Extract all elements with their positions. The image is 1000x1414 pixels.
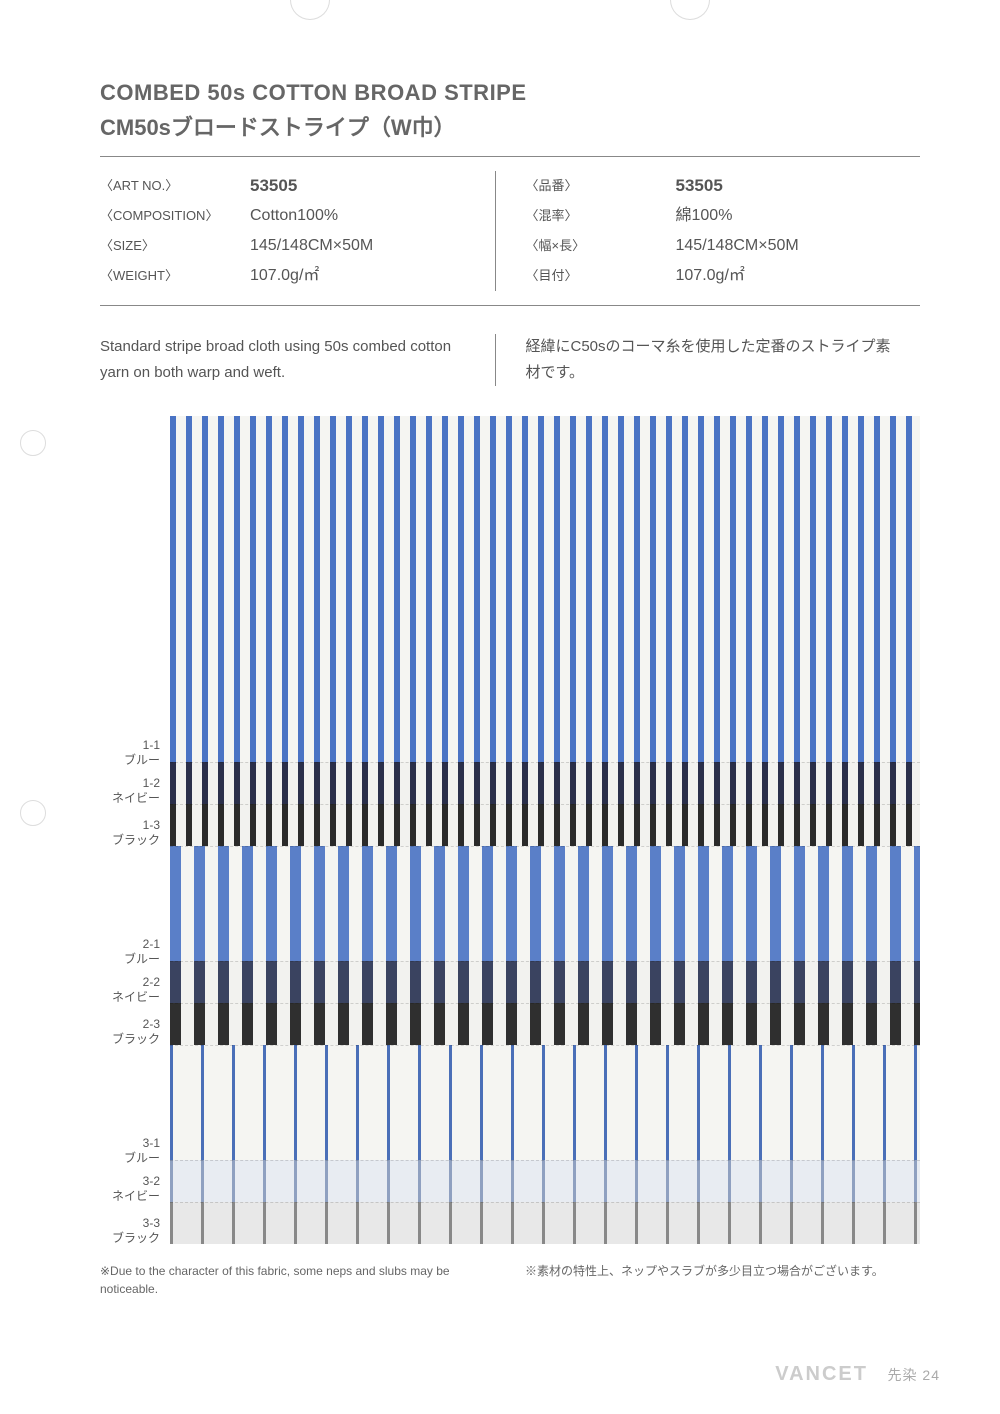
spec-value: 53505 bbox=[250, 171, 297, 201]
swatches-container: 1-1ブルー1-2ネイビー1-3ブラック2-1ブルー2-2ネイビー2-3ブラック… bbox=[170, 416, 920, 1244]
divider bbox=[100, 305, 920, 306]
spec-value: 107.0g/㎡ bbox=[676, 261, 745, 291]
swatch-color-name: ブルー bbox=[124, 753, 160, 768]
ring-hole bbox=[20, 430, 46, 456]
swatch-code: 1-2 bbox=[112, 776, 160, 791]
swatch-code: 2-2 bbox=[112, 975, 160, 990]
swatch-label: 1-2ネイビー bbox=[112, 776, 160, 806]
swatch-row bbox=[170, 762, 920, 804]
swatch-stack bbox=[170, 416, 920, 1244]
spec-label: 〈品番〉 bbox=[526, 171, 676, 201]
spec-row: 〈ART NO.〉 53505 bbox=[100, 171, 475, 201]
swatch-row bbox=[170, 846, 920, 961]
spec-label: 〈幅×長〉 bbox=[526, 231, 676, 261]
footnote-row: ※Due to the character of this fabric, so… bbox=[100, 1262, 920, 1298]
swatch-color-name: ブラック bbox=[112, 1231, 160, 1246]
spec-value: 綿100% bbox=[676, 201, 733, 231]
spec-row: 〈WEIGHT〉 107.0g/㎡ bbox=[100, 261, 475, 291]
spec-value: 107.0g/㎡ bbox=[250, 261, 319, 291]
swatch-row bbox=[170, 804, 920, 846]
swatch-color-name: ブルー bbox=[124, 1151, 160, 1166]
spec-row: 〈幅×長〉 145/148CM×50M bbox=[526, 231, 901, 261]
spec-row: 〈目付〉 107.0g/㎡ bbox=[526, 261, 901, 291]
swatch-color-name: ブラック bbox=[112, 833, 160, 848]
swatch-row bbox=[170, 1045, 920, 1160]
spec-row: 〈混率〉 綿100% bbox=[526, 201, 901, 231]
spec-column-english: 〈ART NO.〉 53505 〈COMPOSITION〉 Cotton100%… bbox=[100, 171, 495, 291]
spec-value: 53505 bbox=[676, 171, 723, 201]
spec-value: 145/148CM×50M bbox=[250, 231, 373, 261]
swatch-label: 2-1ブルー bbox=[124, 937, 160, 967]
swatch-label: 1-3ブラック bbox=[112, 818, 160, 848]
swatch-color-name: ブラック bbox=[112, 1032, 160, 1047]
spec-table: 〈ART NO.〉 53505 〈COMPOSITION〉 Cotton100%… bbox=[100, 171, 920, 291]
spec-column-japanese: 〈品番〉 53505 〈混率〉 綿100% 〈幅×長〉 145/148CM×50… bbox=[495, 171, 921, 291]
title-english: COMBED 50s COTTON BROAD STRIPE bbox=[100, 80, 920, 106]
swatch-code: 2-1 bbox=[124, 937, 160, 952]
page-number: 先染 24 bbox=[888, 1367, 940, 1383]
spec-row: 〈COMPOSITION〉 Cotton100% bbox=[100, 201, 475, 231]
swatch-label: 3-3ブラック bbox=[112, 1216, 160, 1246]
swatch-label: 3-2ネイビー bbox=[112, 1174, 160, 1204]
swatch-color-name: ブルー bbox=[124, 952, 160, 967]
swatch-label: 2-3ブラック bbox=[112, 1017, 160, 1047]
swatch-code: 2-3 bbox=[112, 1017, 160, 1032]
title-block: COMBED 50s COTTON BROAD STRIPE CM50sブロード… bbox=[100, 80, 920, 142]
spec-label: 〈COMPOSITION〉 bbox=[100, 201, 250, 231]
swatch-label: 1-1ブルー bbox=[124, 738, 160, 768]
footnote-english: ※Due to the character of this fabric, so… bbox=[100, 1262, 495, 1298]
page-content: COMBED 50s COTTON BROAD STRIPE CM50sブロード… bbox=[0, 0, 1000, 1338]
swatch-area: 1-1ブルー1-2ネイビー1-3ブラック2-1ブルー2-2ネイビー2-3ブラック… bbox=[100, 416, 920, 1244]
ring-hole bbox=[20, 800, 46, 826]
spec-label: 〈目付〉 bbox=[526, 261, 676, 291]
spec-label: 〈ART NO.〉 bbox=[100, 171, 250, 201]
spec-label: 〈混率〉 bbox=[526, 201, 676, 231]
swatch-row bbox=[170, 1160, 920, 1202]
swatch-code: 1-3 bbox=[112, 818, 160, 833]
swatch-label: 2-2ネイビー bbox=[112, 975, 160, 1005]
spec-label: 〈SIZE〉 bbox=[100, 231, 250, 261]
footnote-japanese: ※素材の特性上、ネップやスラブが多少目立つ場合がございます。 bbox=[495, 1262, 920, 1298]
spec-row: 〈SIZE〉 145/148CM×50M bbox=[100, 231, 475, 261]
swatch-code: 1-1 bbox=[124, 738, 160, 753]
spec-label: 〈WEIGHT〉 bbox=[100, 261, 250, 291]
swatch-color-name: ネイビー bbox=[112, 791, 160, 806]
swatch-code: 3-1 bbox=[124, 1136, 160, 1151]
swatch-row bbox=[170, 961, 920, 1003]
swatch-color-name: ネイビー bbox=[112, 990, 160, 1005]
description-row: Standard stripe broad cloth using 50s co… bbox=[100, 334, 920, 386]
spec-row: 〈品番〉 53505 bbox=[526, 171, 901, 201]
swatch-label: 3-1ブルー bbox=[124, 1136, 160, 1166]
swatch-code: 3-2 bbox=[112, 1174, 160, 1189]
spec-value: 145/148CM×50M bbox=[676, 231, 799, 261]
swatch-code: 3-3 bbox=[112, 1216, 160, 1231]
swatch-row bbox=[170, 1202, 920, 1244]
swatch-color-name: ネイビー bbox=[112, 1189, 160, 1204]
description-japanese: 経緯にC50sのコーマ糸を使用した定番のストライプ素材です。 bbox=[495, 334, 921, 386]
title-japanese: CM50sブロードストライプ（W巾） bbox=[100, 110, 920, 142]
brand-logo: VANCET bbox=[775, 1363, 868, 1385]
swatch-row bbox=[170, 1003, 920, 1045]
swatch-main bbox=[170, 416, 920, 762]
page-footer: VANCET 先染 24 bbox=[775, 1363, 940, 1386]
description-english: Standard stripe broad cloth using 50s co… bbox=[100, 334, 495, 386]
divider bbox=[100, 156, 920, 157]
spec-value: Cotton100% bbox=[250, 201, 338, 231]
